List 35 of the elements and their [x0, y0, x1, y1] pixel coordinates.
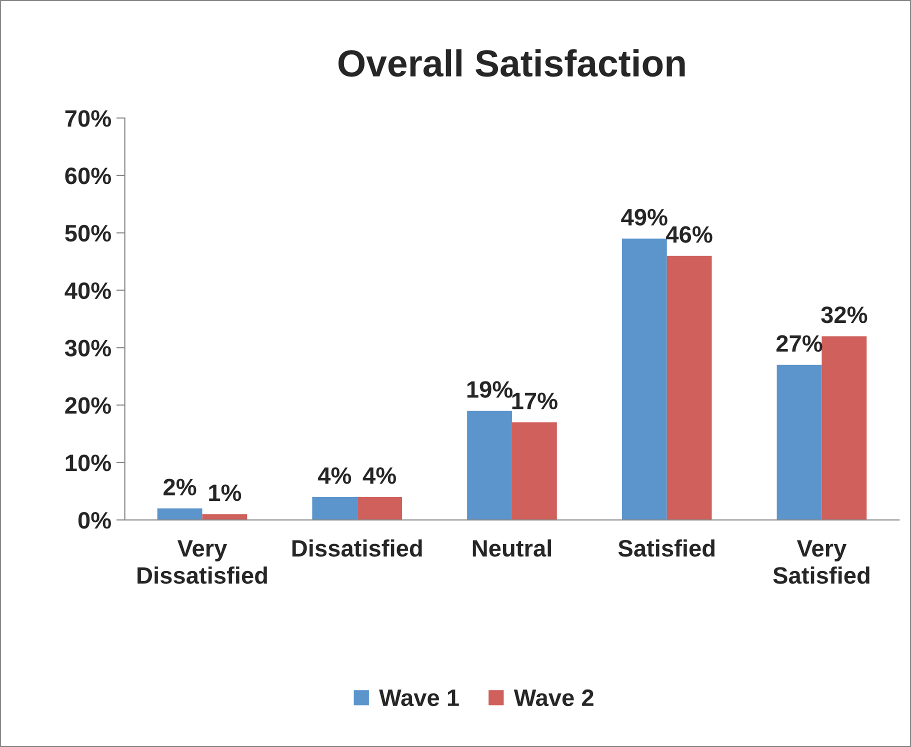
- y-tick-label: 30%: [64, 340, 111, 356]
- bar: [666, 256, 712, 520]
- bar: [357, 496, 402, 520]
- data-label: 4%: [318, 467, 352, 484]
- y-tick-label: 50%: [65, 224, 111, 242]
- data-label: 17%: [512, 392, 558, 410]
- bar: [202, 514, 248, 520]
- data-label: 19%: [467, 381, 513, 398]
- bar: [157, 508, 202, 520]
- data-label: 4%: [362, 467, 396, 484]
- data-label: 1%: [209, 484, 242, 502]
- data-label: 46%: [666, 226, 712, 243]
- x-tick-label: Very Satisfied: [773, 540, 870, 584]
- bar: [512, 422, 557, 520]
- bar: [622, 238, 667, 520]
- bar: [467, 410, 512, 520]
- x-tick-label: Dissatisfied: [292, 539, 422, 557]
- y-tick-label: 10%: [66, 454, 111, 472]
- y-tick-label: 70%: [65, 110, 111, 127]
- data-label: 32%: [821, 306, 868, 324]
- y-tick-label: 0%: [78, 512, 111, 529]
- x-tick-label: Satisfied: [618, 539, 715, 557]
- data-label: 2%: [164, 478, 196, 496]
- y-tick-label: 60%: [65, 168, 111, 184]
- x-tick-label: Neutral: [472, 539, 551, 557]
- legend-label: Wave 2: [514, 689, 594, 706]
- data-label: 49%: [621, 208, 668, 226]
- legend-label: Wave 1: [379, 690, 459, 706]
- bar: [776, 364, 822, 520]
- bar: [822, 336, 867, 520]
- y-tick-label: 40%: [64, 282, 111, 300]
- x-tick-label: Very Dissatisfied: [138, 540, 267, 584]
- chart-title: Overall Satisfaction: [338, 49, 685, 77]
- bar: [312, 496, 358, 520]
- y-tick-label: 20%: [65, 397, 111, 414]
